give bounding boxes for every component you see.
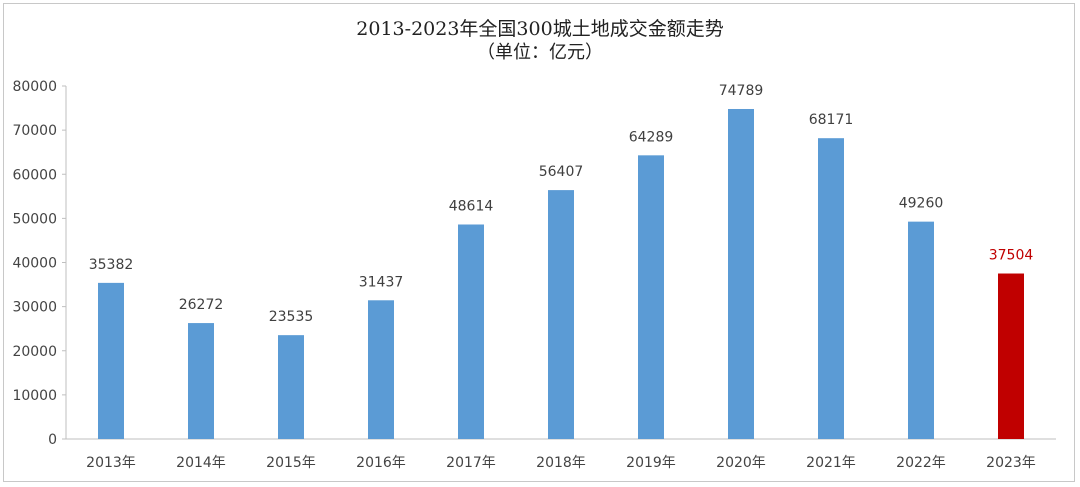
y-tick-label: 10000: [12, 388, 57, 404]
x-tick-label: 2020年: [716, 455, 766, 471]
y-tick-label: 30000: [12, 300, 57, 316]
x-tick-label: 2014年: [176, 455, 226, 471]
bar: [998, 273, 1024, 439]
bar: [278, 335, 304, 439]
y-tick-label: 40000: [12, 256, 57, 272]
x-tick-label: 2023年: [986, 455, 1036, 471]
data-label: 74789: [719, 83, 764, 99]
y-tick-label: 70000: [12, 123, 57, 139]
y-tick-label: 0: [48, 432, 57, 448]
y-tick-label: 20000: [12, 344, 57, 360]
data-label: 48614: [449, 198, 494, 214]
bar: [728, 108, 754, 440]
chart-title: 2013-2023年全国300城土地成交金额走势: [356, 18, 724, 40]
x-tick-label: 2019年: [626, 455, 676, 471]
x-tick-label: 2015年: [266, 455, 316, 471]
y-tick-label: 80000: [12, 79, 57, 95]
x-tick-label: 2021年: [806, 455, 856, 471]
x-axis: 2013年 2014年 2015年 2016年 2017年 2018年 2019年 2020年…: [66, 438, 1056, 471]
bars: [98, 108, 1024, 440]
bar: [548, 190, 574, 439]
y-tick-label: 60000: [12, 167, 57, 183]
bar: [188, 323, 214, 439]
y-axis: 0 10000 20000 30000 40000 50000 60000 70000 8000…: [12, 79, 67, 448]
bar: [98, 282, 124, 439]
bar: [908, 221, 934, 439]
chart-subtitle: （单位：亿元）: [477, 42, 603, 63]
data-label: 49260: [899, 196, 944, 212]
data-labels: 35382 26272 23535 31437 48614 56407 64289 74789…: [89, 83, 1034, 325]
bar: [638, 155, 664, 440]
bar: [368, 300, 394, 439]
bar: [458, 224, 484, 439]
data-label: 31437: [359, 274, 404, 290]
bar: [818, 138, 844, 439]
data-label: 56407: [539, 164, 584, 180]
data-label: 37504: [989, 248, 1034, 264]
data-label: 26272: [179, 297, 224, 313]
data-label: 35382: [89, 257, 134, 273]
x-tick-label: 2022年: [896, 455, 946, 471]
y-tick-label: 50000: [12, 211, 57, 227]
chart-frame: [3, 3, 1075, 482]
data-label: 23535: [269, 309, 314, 325]
x-tick-label: 2016年: [356, 455, 406, 471]
x-tick-label: 2017年: [446, 455, 496, 471]
data-label: 68171: [809, 112, 854, 128]
data-label: 64289: [629, 129, 674, 145]
x-tick-label: 2018年: [536, 455, 586, 471]
x-tick-label: 2013年: [86, 455, 136, 471]
